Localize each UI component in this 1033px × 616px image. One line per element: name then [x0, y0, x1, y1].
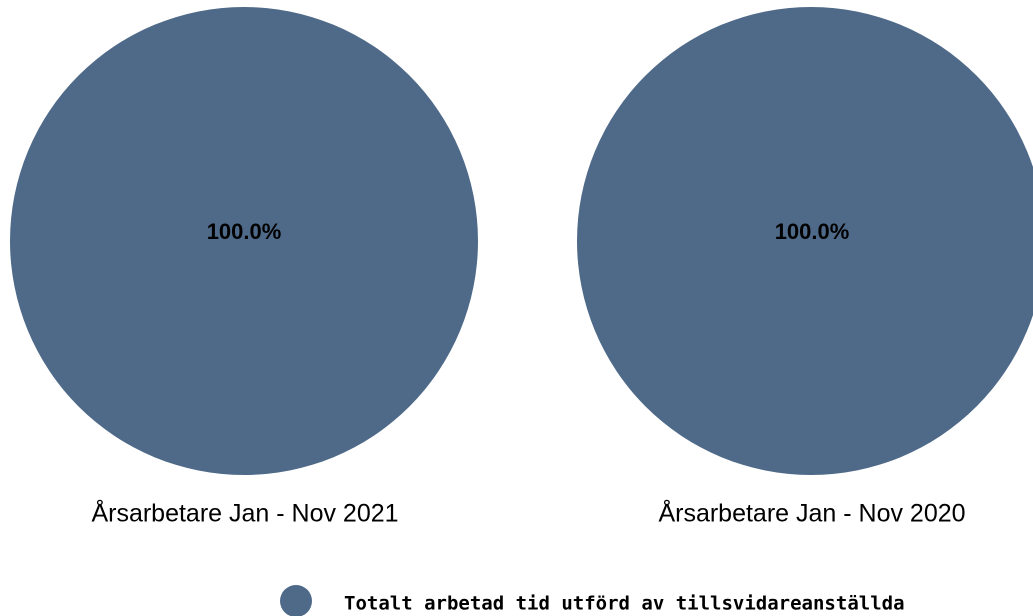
legend-swatch	[280, 585, 312, 616]
pie-chart-2020: 100.0% Årsarbetare Jan - Nov 2020	[577, 7, 1033, 528]
pie-title-2020: Årsarbetare Jan - Nov 2020	[658, 498, 965, 528]
pie-slice-2021	[10, 7, 478, 475]
pie-chart-2021: 100.0% Årsarbetare Jan - Nov 2021	[10, 7, 478, 528]
pie-title-2021: Årsarbetare Jan - Nov 2021	[91, 498, 398, 528]
pie-slice-2020	[577, 7, 1033, 475]
legend: Totalt arbetad tid utförd av tillsvidare…	[280, 585, 905, 616]
slice-label-2020: 100.0%	[775, 219, 850, 244]
legend-label: Totalt arbetad tid utförd av tillsvidare…	[344, 593, 905, 615]
slice-label-2021: 100.0%	[207, 219, 282, 244]
